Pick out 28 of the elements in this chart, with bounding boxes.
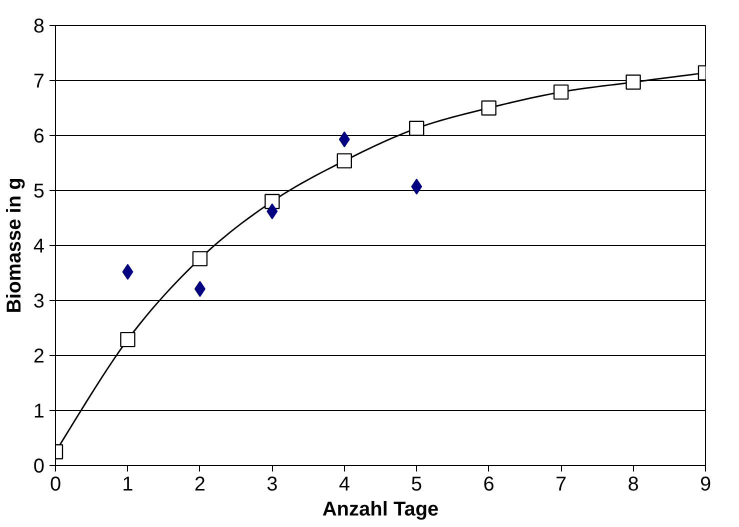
y-tick-label: 1	[33, 400, 44, 422]
x-tick-label: 1	[122, 474, 134, 496]
y-tick-label: 4	[33, 236, 44, 258]
point	[553, 84, 569, 100]
x-tick-label: 6	[483, 474, 494, 496]
x-axis-title: Anzahl Tage	[322, 498, 439, 520]
x-tick-label: 0	[50, 474, 62, 496]
point	[192, 251, 208, 266]
y-tick-label: 6	[33, 126, 44, 148]
y-tick-label: 3	[33, 290, 44, 312]
y-tick-label: 0	[33, 456, 44, 478]
x-tick-label: 3	[266, 474, 278, 496]
x-tick-label: 4	[338, 474, 350, 496]
x-tick-label: 7	[555, 474, 567, 496]
x-tick-label: 9	[700, 474, 712, 496]
y-tick-label: 8	[33, 16, 44, 38]
point	[120, 332, 136, 348]
x-tick-label: 5	[411, 474, 422, 496]
x-tick-label: 8	[628, 474, 639, 496]
point	[481, 100, 496, 116]
y-tick-label: 2	[33, 346, 44, 368]
point	[409, 120, 424, 136]
y-axis-title: Biomasse in g	[3, 178, 26, 314]
point	[626, 74, 641, 90]
y-tick-label: 7	[33, 70, 44, 92]
y-tick-label: 5	[33, 180, 44, 202]
x-tick-label: 2	[194, 474, 206, 496]
point	[336, 153, 352, 168]
